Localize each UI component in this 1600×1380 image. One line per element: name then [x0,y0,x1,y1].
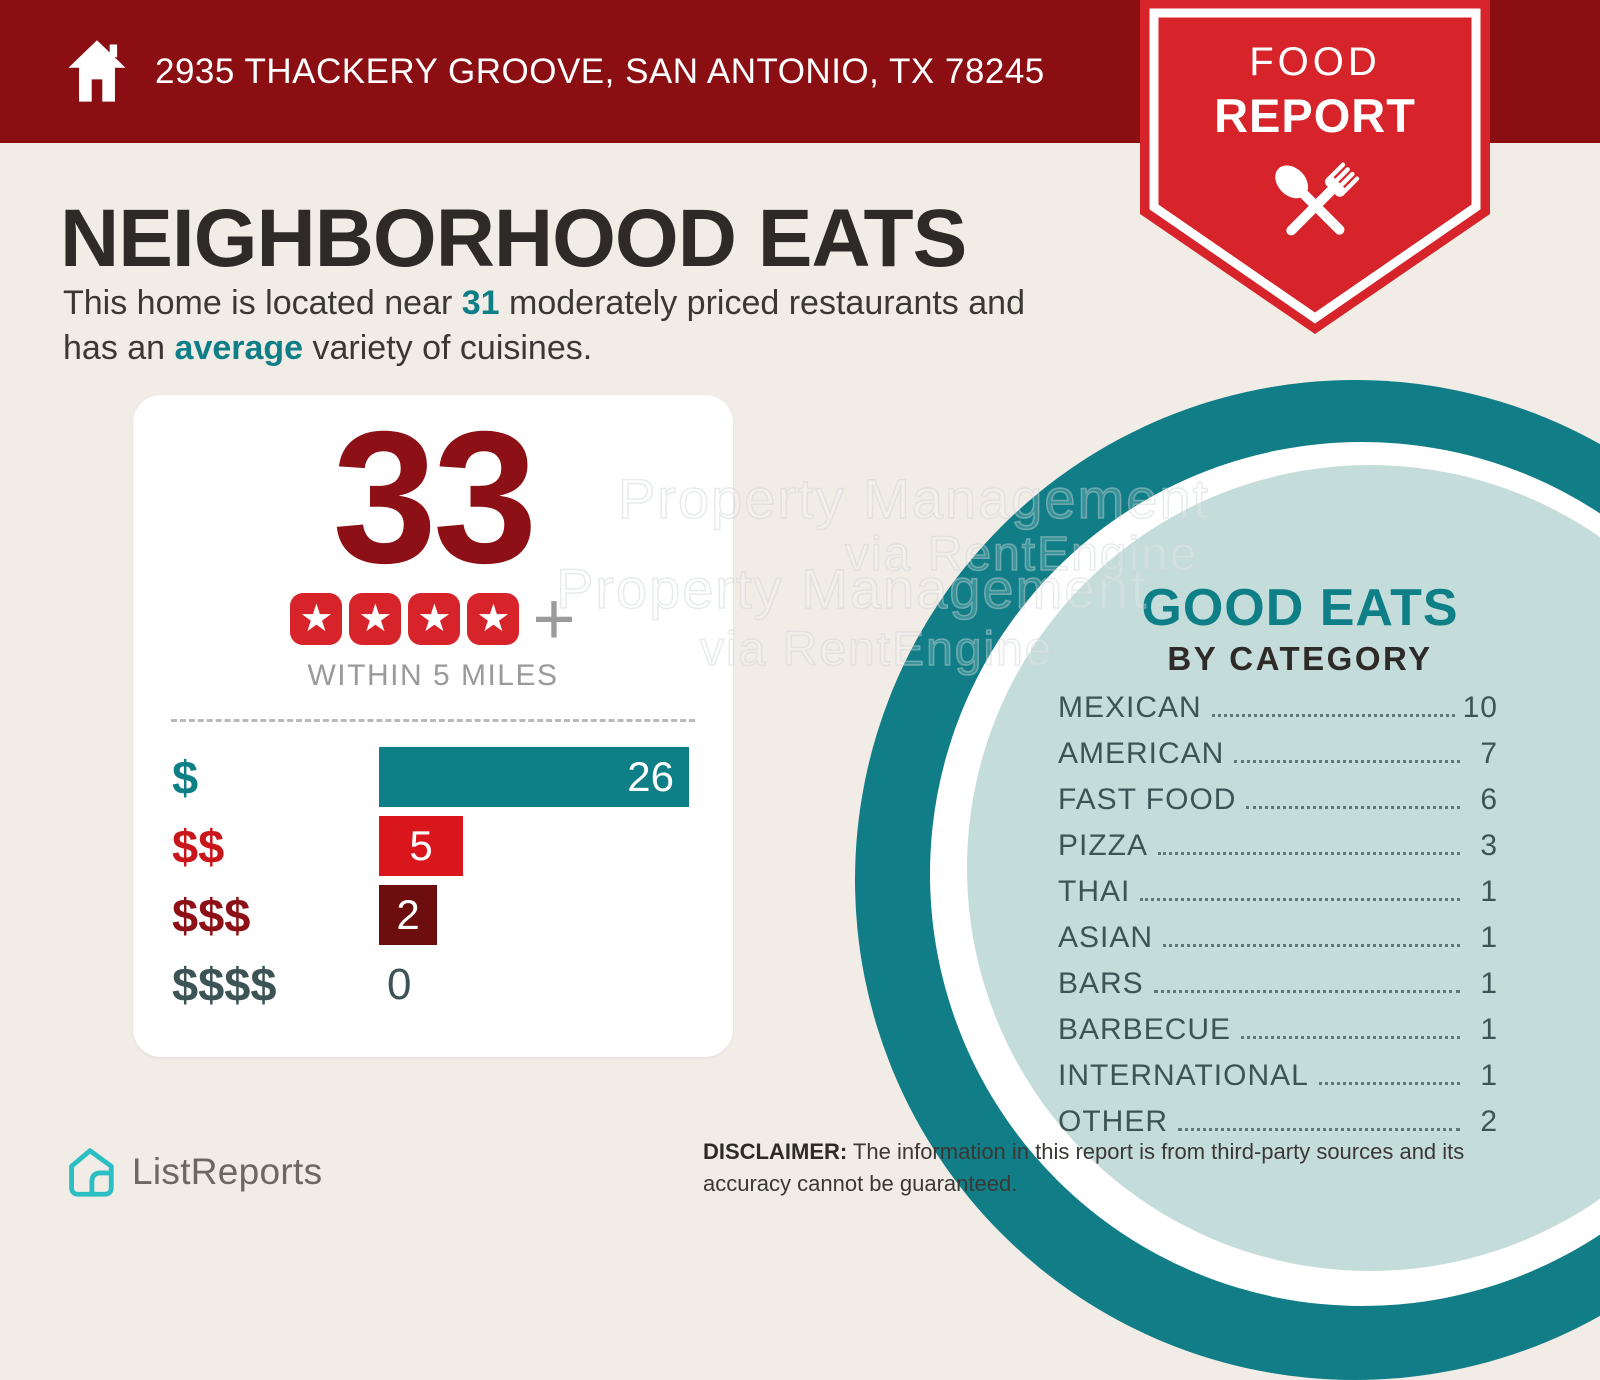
property-address: 2935 THACKERY GROOVE, SAN ANTONIO, TX 78… [155,52,1045,91]
category-count: 3 [1480,829,1498,862]
dotted-leader [1211,714,1455,717]
total-restaurant-count: 33 [332,392,537,602]
restaurant-stats-card: 33 ★ ★ ★ ★ + WITHIN 5 MILES $26 $$ 5 $$$ 2 $$$$ 0 [133,395,733,1057]
price-tier-chart: $26 $$ 5 $$$ 2 $$$$ 0 [172,747,689,1023]
price-tier-label: $$$ [172,888,251,942]
star-icon: ★ [408,593,461,645]
category-count: 10 [1462,691,1498,724]
price-tier-bar: 2 [379,885,437,945]
good-eats-list: MEXICAN 10 AMERICAN 7 FAST FOOD 6 PIZZA 3 THAI 1 A… [1058,691,1498,1151]
star-icon: ★ [349,593,402,645]
listreports-house-icon [69,1148,114,1197]
dotted-leader [1234,760,1460,763]
dotted-leader [1241,1036,1460,1039]
ribbon-word-report: REPORT [1214,89,1416,142]
good-eats-circle-inner [967,465,1600,1271]
variety-word: average [174,329,304,367]
price-tier-row: $$$ 2 [172,885,689,945]
category-label: THAI [1058,875,1131,908]
category-label: INTERNATIONAL [1058,1059,1309,1092]
good-eats-subtitle: BY CATEGORY [1167,640,1433,677]
dotted-leader [1318,1082,1460,1085]
category-row: AMERICAN 7 [1058,737,1498,783]
dotted-leader [1140,898,1460,901]
dotted-leader [1158,852,1460,855]
category-count: 1 [1480,1013,1498,1046]
category-row: FAST FOOD 6 [1058,783,1498,829]
subtitle-text: This home is located near [63,284,462,322]
good-eats-title: GOOD EATS [1141,579,1459,637]
category-label: PIZZA [1058,829,1149,862]
category-row: ASIAN 1 [1058,921,1498,967]
category-row: THAI 1 [1058,875,1498,921]
price-tier-bar: 5 [379,816,463,876]
plus-sign: + [532,577,576,660]
category-row: OTHER 2 [1058,1105,1498,1151]
price-tier-value: 26 [627,753,674,800]
category-row: BARBECUE 1 [1058,1013,1498,1059]
category-label: MEXICAN [1058,691,1202,724]
category-row: PIZZA 3 [1058,829,1498,875]
category-count: 1 [1480,967,1498,1000]
price-tier-label: $$ [172,819,225,873]
category-label: ASIAN [1058,921,1154,954]
dotted-leader [1178,1128,1460,1131]
category-label: FAST FOOD [1058,783,1237,816]
price-tier-row: $$ 5 [172,816,689,876]
page-title: NEIGHBORHOOD EATS [60,193,967,284]
category-row: MEXICAN 10 [1058,691,1498,737]
ribbon-shape [1140,0,1490,334]
star-rating: ★ ★ ★ ★ + [133,577,733,660]
price-tier-row: $26 [172,747,689,807]
category-count: 7 [1480,737,1498,770]
ribbon-word-food: FOOD [1249,40,1381,84]
category-count: 6 [1480,783,1498,816]
price-tier-value: 2 [396,891,420,938]
disclaimer-text: The information in this report is from t… [703,1139,1465,1196]
category-count: 1 [1480,1059,1498,1092]
price-tier-bar: 26 [379,747,689,807]
brand-name: ListReports [132,1151,323,1192]
category-label: AMERICAN [1058,737,1225,770]
category-label: OTHER [1058,1105,1168,1138]
disclaimer: DISCLAIMER: The information in this repo… [703,1136,1483,1200]
dashed-divider [171,719,695,722]
category-label: BARS [1058,967,1144,1000]
price-tier-value: 5 [409,822,433,869]
dotted-leader [1153,990,1460,993]
dotted-leader [1246,806,1460,809]
category-row: BARS 1 [1058,967,1498,1013]
category-row: INTERNATIONAL 1 [1058,1059,1498,1105]
category-count: 2 [1480,1105,1498,1138]
crossed-spoon-fork-icon [1275,162,1360,236]
category-label: BARBECUE [1058,1013,1232,1046]
intro-subtitle: This home is located near 31 moderately … [63,284,1025,367]
star-icon: ★ [467,593,520,645]
category-count: 1 [1480,921,1498,954]
disclaimer-label: DISCLAIMER: [703,1139,848,1164]
price-tier-value: 0 [387,960,412,1009]
listreports-logo: ListReports [60,1143,322,1201]
category-count: 1 [1480,875,1498,908]
star-icon: ★ [290,593,343,645]
price-tier-label: $$$$ [172,957,277,1011]
house-icon [68,40,126,102]
dotted-leader [1163,944,1460,947]
restaurant-count: 31 [461,284,500,322]
price-tier-label: $ [172,750,199,804]
food-report-ribbon: FOOD REPORT [1140,0,1490,334]
radius-label: WITHIN 5 MILES [307,659,559,692]
price-tier-row: $$$$ 0 [172,954,689,1014]
